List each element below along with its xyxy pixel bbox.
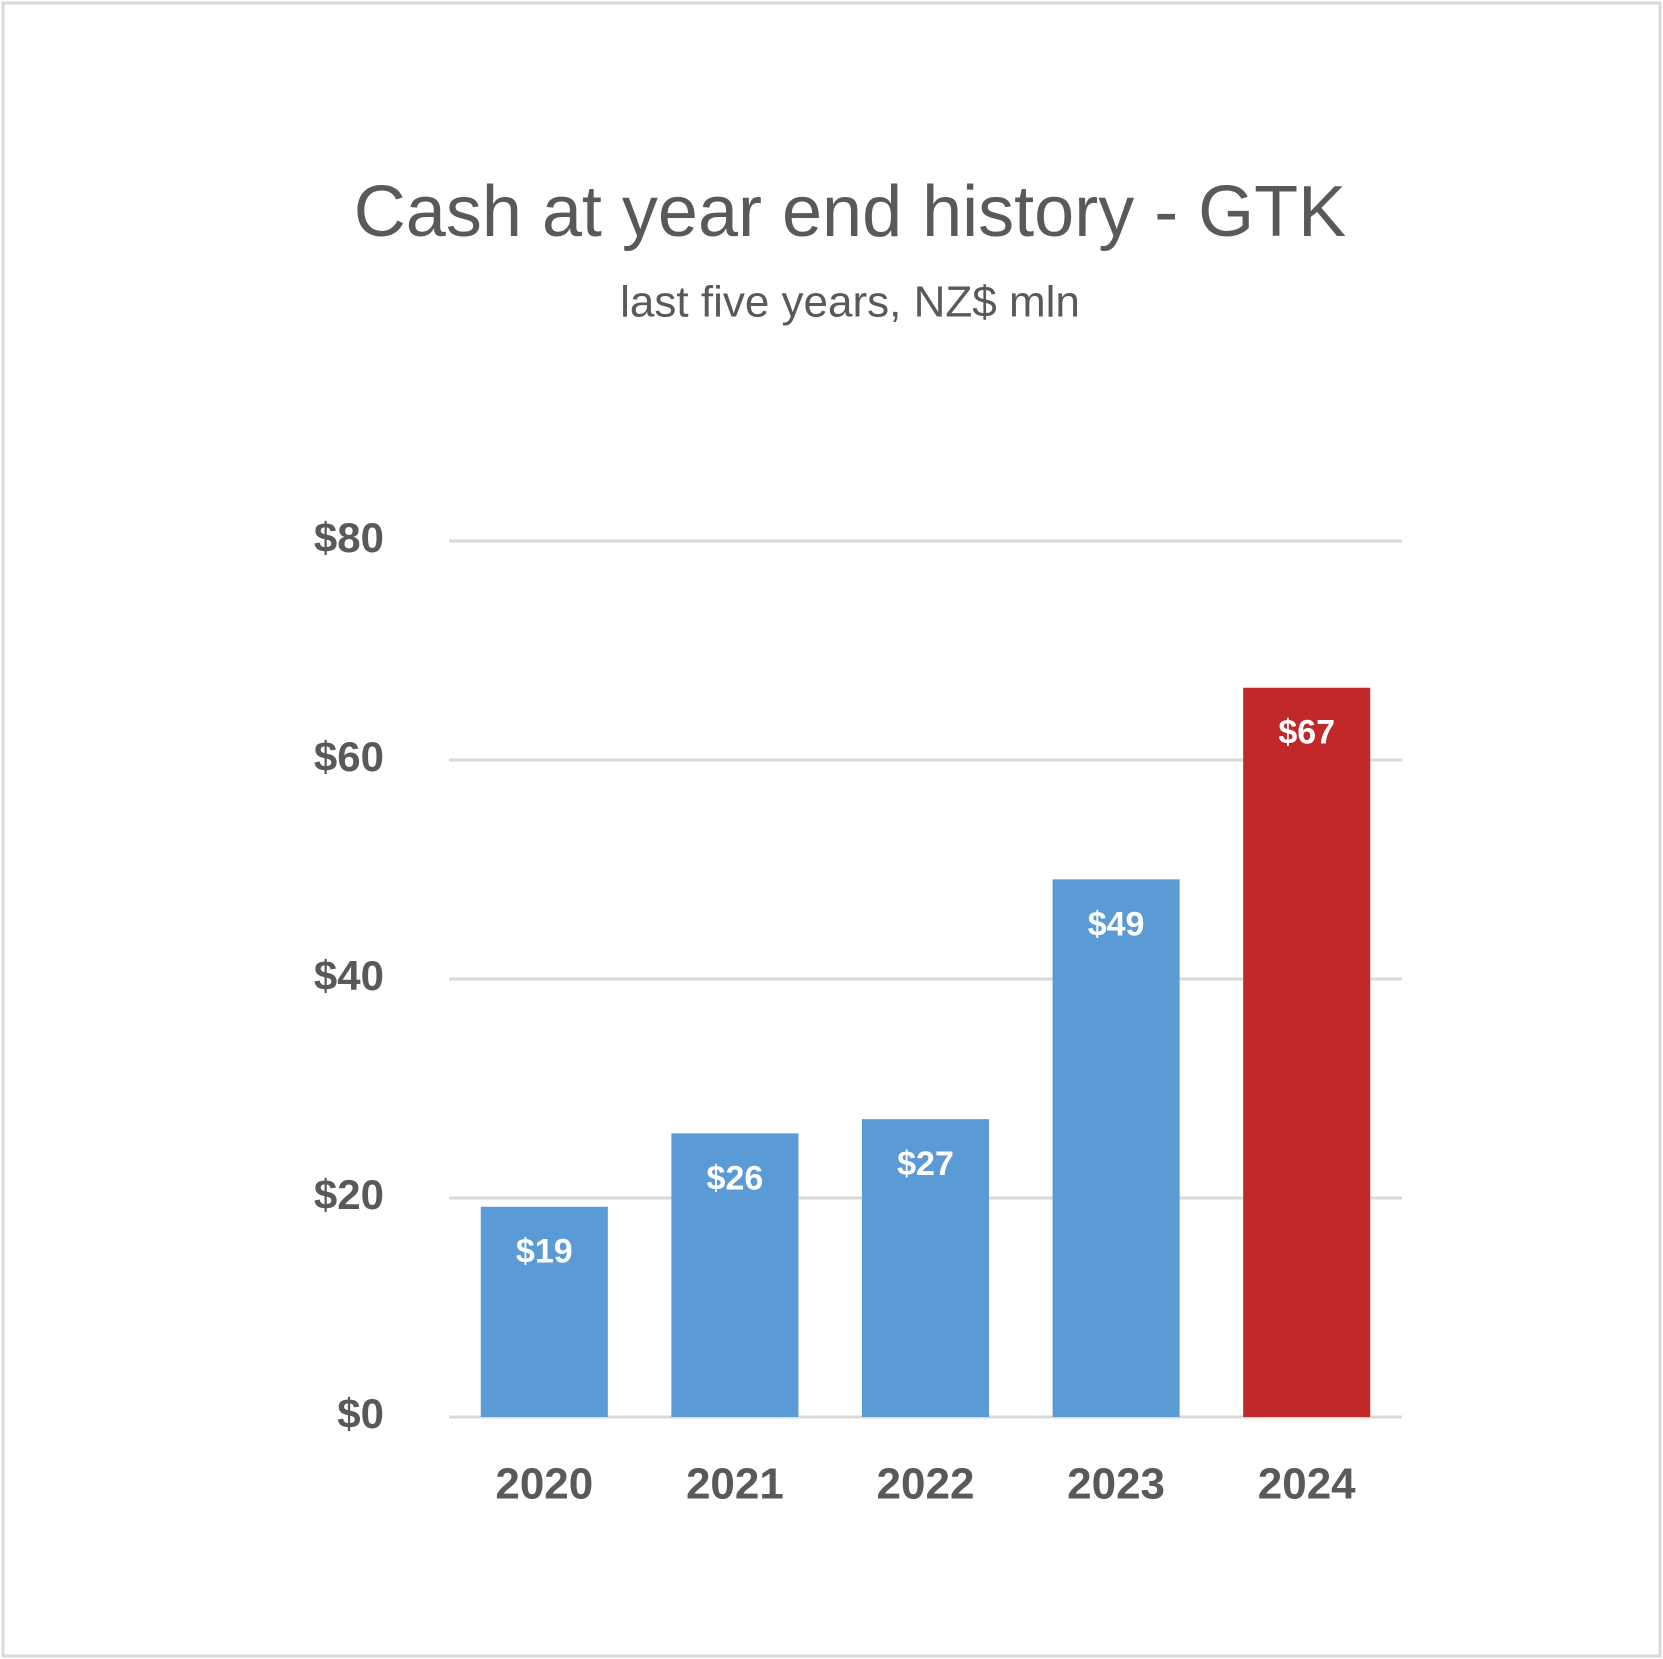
y-tick-label: $60 bbox=[314, 733, 384, 780]
y-tick-label: $0 bbox=[337, 1390, 384, 1437]
bar bbox=[1052, 879, 1180, 1417]
x-tick-label: 2022 bbox=[877, 1460, 975, 1509]
data-label: $49 bbox=[1088, 905, 1145, 943]
x-tick-label: 2020 bbox=[495, 1460, 593, 1509]
bar bbox=[480, 1206, 608, 1417]
data-label: $67 bbox=[1278, 714, 1335, 752]
bar bbox=[861, 1119, 990, 1417]
chart-subtitle: last five years, NZ$ mln bbox=[620, 278, 1080, 327]
y-tick-label: $80 bbox=[314, 514, 384, 561]
data-label: $26 bbox=[707, 1159, 764, 1197]
bar bbox=[671, 1133, 799, 1417]
bar bbox=[1243, 687, 1371, 1417]
chart-title: Cash at year end history - GTK bbox=[354, 172, 1346, 252]
y-tick-label: $40 bbox=[314, 952, 384, 999]
data-label: $27 bbox=[897, 1145, 954, 1183]
x-tick-label: 2023 bbox=[1067, 1460, 1165, 1509]
data-label: $19 bbox=[516, 1233, 573, 1271]
x-tick-label: 2024 bbox=[1258, 1460, 1356, 1509]
y-tick-label: $20 bbox=[314, 1171, 384, 1218]
x-tick-label: 2021 bbox=[686, 1460, 784, 1509]
